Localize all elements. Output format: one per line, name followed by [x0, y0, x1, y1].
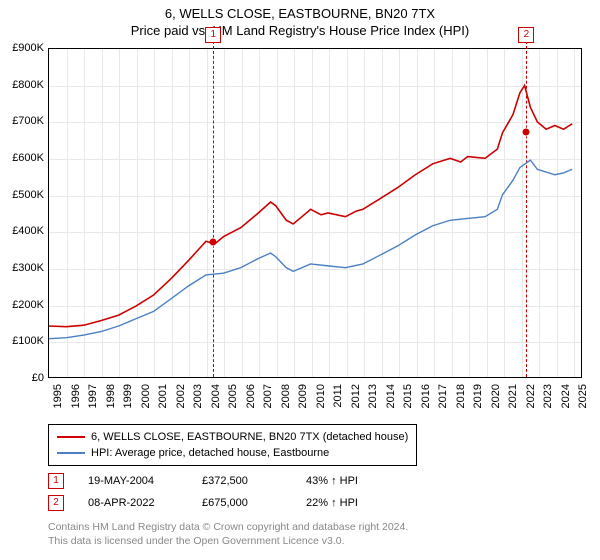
x-tick-label: 2013: [367, 384, 379, 408]
sale-price: £675,000: [202, 492, 282, 514]
x-tick-label: 2018: [455, 384, 467, 408]
legend-item: 6, WELLS CLOSE, EASTBOURNE, BN20 7TX (de…: [57, 429, 408, 445]
x-tick-label: 2019: [472, 384, 484, 408]
x-tick-label: 2014: [385, 384, 397, 408]
x-tick-label: 2006: [245, 384, 257, 408]
legend: 6, WELLS CLOSE, EASTBOURNE, BN20 7TX (de…: [48, 424, 417, 466]
legend-label: 6, WELLS CLOSE, EASTBOURNE, BN20 7TX (de…: [91, 429, 408, 445]
x-tick-label: 2016: [420, 384, 432, 408]
y-tick-label: £300K: [0, 262, 44, 274]
plot-area: 12: [48, 48, 582, 378]
legend-swatch: [57, 436, 85, 438]
x-tick-label: 2010: [315, 384, 327, 408]
x-tick-label: 1995: [52, 384, 64, 408]
sale-marker-label: 1: [205, 27, 221, 43]
sale-hpi: 43% ↑ HPI: [306, 470, 386, 492]
y-tick-label: £900K: [0, 42, 44, 54]
x-tick-label: 2023: [542, 384, 554, 408]
sale-date: 19-MAY-2004: [88, 470, 178, 492]
x-tick-label: 2005: [227, 384, 239, 408]
sale-id-box: 1: [48, 473, 64, 489]
x-tick-label: 2001: [157, 384, 169, 408]
sale-id-box: 2: [48, 495, 64, 511]
x-tick-label: 2008: [280, 384, 292, 408]
footer-line2: This data is licensed under the Open Gov…: [48, 534, 408, 548]
x-tick-label: 1998: [105, 384, 117, 408]
x-tick-label: 2015: [402, 384, 414, 408]
x-tick-label: 2002: [175, 384, 187, 408]
x-tick-label: 2004: [210, 384, 222, 408]
y-tick-label: £500K: [0, 189, 44, 201]
x-tick-label: 2007: [262, 384, 274, 408]
x-tick-label: 2003: [192, 384, 204, 408]
sale-row: 2 08-APR-2022 £675,000 22% ↑ HPI: [48, 492, 386, 514]
x-tick-label: 1997: [87, 384, 99, 408]
x-tick-label: 2022: [525, 384, 537, 408]
y-tick-label: £0: [0, 372, 44, 384]
y-tick-label: £700K: [0, 115, 44, 127]
x-tick-label: 1999: [122, 384, 134, 408]
series-hpi: [49, 160, 572, 339]
title-subtitle: Price paid vs. HM Land Registry's House …: [0, 23, 600, 38]
chart-container: 6, WELLS CLOSE, EASTBOURNE, BN20 7TX Pri…: [0, 0, 600, 560]
sale-date: 08-APR-2022: [88, 492, 178, 514]
x-tick-label: 2024: [560, 384, 572, 408]
x-tick-label: 2011: [332, 384, 344, 408]
series-svg: [49, 49, 581, 377]
y-tick-label: £800K: [0, 79, 44, 91]
x-tick-label: 2000: [140, 384, 152, 408]
title-address: 6, WELLS CLOSE, EASTBOURNE, BN20 7TX: [0, 6, 600, 21]
x-tick-label: 2020: [490, 384, 502, 408]
y-tick-label: £600K: [0, 152, 44, 164]
y-tick-label: £200K: [0, 299, 44, 311]
sales-table: 1 19-MAY-2004 £372,500 43% ↑ HPI 2 08-APR-202…: [48, 470, 386, 514]
sale-row: 1 19-MAY-2004 £372,500 43% ↑ HPI: [48, 470, 386, 492]
sale-hpi: 22% ↑ HPI: [306, 492, 386, 514]
sale-price: £372,500: [202, 470, 282, 492]
legend-label: HPI: Average price, detached house, East…: [91, 445, 329, 461]
title-block: 6, WELLS CLOSE, EASTBOURNE, BN20 7TX Pri…: [0, 0, 600, 40]
footer-line1: Contains HM Land Registry data © Crown c…: [48, 520, 408, 534]
x-tick-label: 1996: [70, 384, 82, 408]
footer: Contains HM Land Registry data © Crown c…: [48, 520, 408, 548]
x-tick-label: 2025: [577, 384, 589, 408]
series-price_paid: [49, 85, 572, 326]
sale-marker-label: 2: [518, 27, 534, 43]
y-tick-label: £400K: [0, 225, 44, 237]
x-tick-label: 2021: [507, 384, 519, 408]
x-tick-label: 2012: [350, 384, 362, 408]
x-tick-label: 2009: [297, 384, 309, 408]
legend-swatch: [57, 452, 85, 454]
legend-item: HPI: Average price, detached house, East…: [57, 445, 408, 461]
x-tick-label: 2017: [437, 384, 449, 408]
y-tick-label: £100K: [0, 335, 44, 347]
